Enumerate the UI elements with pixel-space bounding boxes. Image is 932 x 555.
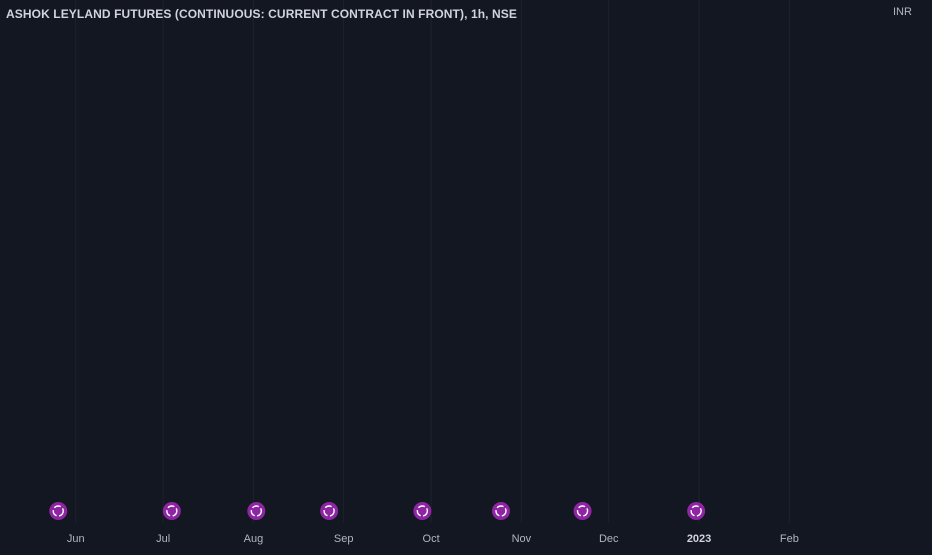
refresh-icon [495,505,507,517]
refresh-icon [323,505,335,517]
event-marker-icon[interactable] [49,502,68,520]
refresh-icon [690,505,702,517]
time-tick-label: Aug [244,533,264,545]
event-marker-circle [247,502,266,520]
grid-lines [75,0,790,523]
event-marker-circle [573,502,592,520]
event-marker-circle [413,502,432,520]
event-marker-icon[interactable] [413,502,432,520]
event-markers [49,502,706,520]
time-tick-label: Oct [423,533,440,545]
time-axis: Jun Jul Aug Sep Oct Nov Dec 2023 Feb [67,533,799,545]
event-marker-icon[interactable] [491,502,510,520]
time-tick-label: Feb [780,533,799,545]
time-tick-label: Sep [334,533,354,545]
event-marker-icon[interactable] [320,502,339,520]
event-marker-icon[interactable] [162,502,181,520]
refresh-icon [250,505,263,517]
currency-label: INR [893,6,912,18]
event-marker-circle [491,502,510,520]
time-tick-label: 2023 [687,533,711,545]
refresh-icon [576,505,589,517]
time-tick-label: Dec [599,533,619,545]
chart-title: ASHOK LEYLAND FUTURES (CONTINUOUS: CURRE… [6,7,517,21]
time-tick-label: Jul [156,533,170,545]
event-marker-icon[interactable] [687,502,706,520]
event-marker-icon[interactable] [573,502,592,520]
event-marker-circle [687,502,706,520]
refresh-icon [416,505,429,517]
event-marker-icon[interactable] [247,502,266,520]
refresh-icon [166,505,178,517]
time-tick-label: Jun [67,533,85,545]
event-marker-circle [162,502,181,520]
event-marker-circle [49,502,68,520]
time-tick-label: Nov [512,533,532,545]
refresh-icon [52,505,64,517]
event-marker-circle [320,502,339,520]
